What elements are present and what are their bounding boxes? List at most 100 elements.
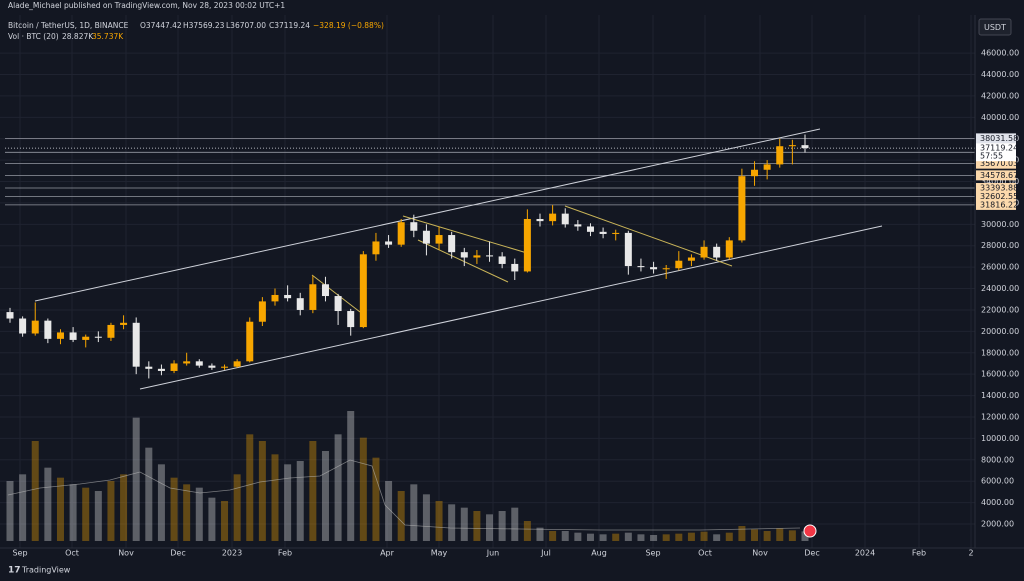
price-levels	[5, 137, 975, 206]
x-tick-label: Sep	[12, 549, 27, 558]
candle-body	[738, 176, 746, 241]
candle-body	[536, 218, 544, 222]
footer	[0, 560, 1024, 581]
y-tick-label: 20000.00	[981, 327, 1019, 336]
candle-body	[157, 368, 165, 371]
time-axis: Sep Oct Nov Dec 2023 Feb Apr May Jun Jul Aug Sep Oct…	[12, 549, 973, 558]
volume-bar	[221, 501, 229, 541]
channel-lower	[139, 225, 883, 390]
volume-bar	[94, 491, 102, 541]
volume-bar	[145, 447, 153, 541]
volume-bar	[675, 533, 683, 541]
candle-body	[233, 361, 241, 367]
x-tick-label: Feb	[278, 549, 292, 558]
volume-bar	[687, 532, 695, 541]
trendline	[417, 239, 509, 283]
candle-body	[132, 322, 140, 367]
volume-bar	[372, 457, 380, 541]
price-axis: 2000.00 4000.00 6000.00 8000.00 10000.00 1200…	[976, 49, 1019, 528]
volume-bar	[69, 484, 77, 541]
candle-body	[675, 260, 683, 269]
volume-bar	[650, 535, 658, 541]
level-label: 35670.03	[980, 159, 1018, 168]
volume-bar	[422, 494, 430, 541]
x-tick-label: Jul	[540, 549, 551, 558]
volume-bar	[435, 501, 443, 541]
candle-body	[195, 361, 203, 366]
level-label: 34578.67	[980, 171, 1018, 180]
volume-bar	[498, 511, 506, 541]
volume-title: Vol · BTC (20)	[8, 32, 59, 41]
y-tick-label: 30000.00	[981, 220, 1019, 229]
symbol: Bitcoin / TetherUS, 1D, BINANCE	[8, 21, 129, 30]
candle-body	[94, 336, 102, 338]
volume-ma-line	[7, 459, 801, 531]
y-tick-label: 34000.00	[981, 177, 1019, 186]
volume-bar	[586, 533, 594, 541]
candle-body	[56, 332, 64, 339]
candle-body	[296, 298, 304, 310]
countdown: 57:55	[980, 152, 1003, 161]
level-label: 31816.22	[980, 200, 1018, 209]
volume-bar	[107, 481, 115, 541]
x-tick-label: Dec	[170, 549, 185, 558]
x-tick-label: 2023	[222, 549, 242, 558]
volume-bar	[460, 507, 468, 541]
y-tick-label: 8000.00	[981, 455, 1014, 464]
volume-bar	[511, 507, 519, 541]
candle-body	[170, 363, 178, 371]
candle-body	[82, 336, 90, 340]
candle-body	[6, 312, 14, 319]
candle-body	[511, 263, 519, 272]
candle-body	[422, 230, 430, 244]
candle-body	[763, 164, 771, 170]
candle-body	[498, 256, 506, 264]
candle-body	[246, 321, 254, 362]
volume-bar	[776, 528, 784, 541]
channel-upper	[34, 128, 821, 302]
event-icon[interactable]	[803, 524, 817, 538]
candle-body	[637, 266, 645, 268]
volume-bar	[183, 484, 191, 541]
volume-bar	[246, 434, 254, 541]
volume-ma-value: 35.737K	[92, 32, 124, 41]
candle-body	[612, 232, 620, 234]
candle-body	[321, 284, 329, 297]
volume-bar	[561, 531, 569, 541]
x-tick-label: May	[431, 549, 448, 558]
y-tick-label: 42000.00	[981, 91, 1019, 100]
volume-bar	[195, 487, 203, 541]
candle-body	[183, 361, 191, 364]
volume-bar	[6, 481, 14, 541]
level-tag	[976, 199, 1016, 210]
currency-box[interactable]	[978, 18, 1012, 36]
candle-body	[284, 294, 292, 299]
brand[interactable]: TradingView	[21, 566, 71, 575]
candle-body	[662, 268, 670, 270]
candle-body	[473, 255, 481, 258]
y-tick-label: 40000.00	[981, 113, 1019, 122]
y-tick-label: 18000.00	[981, 348, 1019, 357]
volume-bar	[31, 441, 39, 541]
ohlc-low: L36707.00	[226, 21, 266, 30]
y-tick-label: 22000.00	[981, 305, 1019, 314]
volume-bar	[574, 532, 582, 541]
candle-body	[561, 213, 569, 225]
volume-bar	[309, 441, 317, 541]
x-tick-label: 2024	[855, 549, 875, 558]
volume-bar	[385, 481, 393, 541]
volume-bar	[321, 451, 329, 541]
candle-body	[486, 255, 494, 257]
candle-body	[309, 284, 317, 310]
candle-body	[788, 145, 796, 147]
ohlc-close: C37119.24	[269, 21, 310, 30]
trendline	[311, 274, 361, 313]
candle-body	[586, 226, 594, 232]
x-tick-label: Dec	[804, 549, 819, 558]
candle-body	[448, 235, 456, 253]
trendline	[402, 215, 528, 254]
candle-body	[549, 213, 557, 222]
x-tick-label: Nov	[752, 549, 768, 558]
volume-bar	[751, 529, 759, 541]
candle-body	[397, 222, 405, 245]
